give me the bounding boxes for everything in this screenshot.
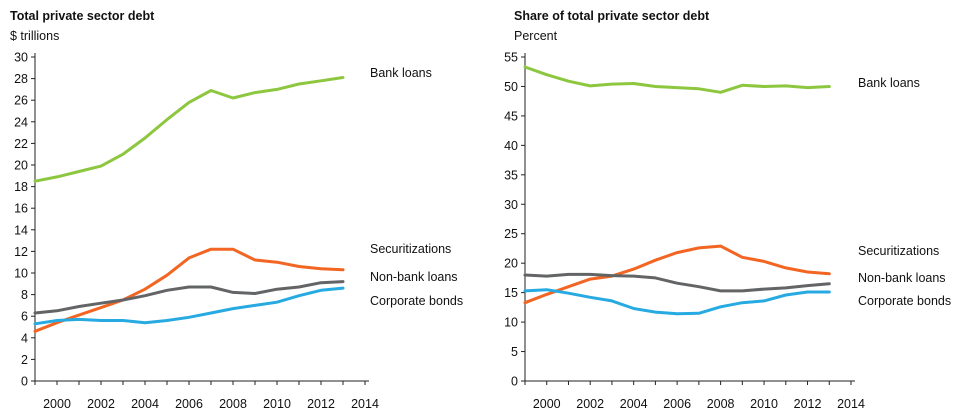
x-tick-label: 2006 [663, 397, 691, 411]
y-tick-label: 2 [21, 353, 28, 367]
x-tick-label: 2000 [533, 397, 561, 411]
x-tick-label: 2006 [175, 397, 203, 411]
y-tick-label: 40 [504, 139, 518, 153]
x-tick-label: 2014 [351, 397, 379, 411]
series-line-securitizations [523, 244, 831, 305]
y-tick-label: 18 [14, 180, 28, 194]
series-line-securitizations [33, 247, 345, 333]
chart-title: Share of total private sector debt [514, 9, 710, 23]
y-tick-label: 20 [14, 159, 28, 173]
series-label: Corporate bonds [370, 294, 463, 308]
x-tick-label: 2014 [837, 397, 865, 411]
y-tick-label: 10 [14, 267, 28, 281]
series-line-bank-loans [523, 65, 831, 94]
y-tick-label: 25 [504, 227, 518, 241]
x-tick-label: 2002 [576, 397, 604, 411]
y-axis-unit-label: $ trillions [10, 29, 60, 43]
series-line-non-bank-loans [33, 280, 345, 315]
series-label: Non-bank loans [370, 270, 458, 284]
y-tick-label: 30 [504, 198, 518, 212]
y-tick-label: 24 [14, 115, 28, 129]
series-label: Securitizations [858, 244, 939, 258]
y-axis-unit-label: Percent [514, 29, 558, 43]
y-tick-label: 15 [504, 286, 518, 300]
y-tick-label: 35 [504, 168, 518, 182]
x-tick-label: 2004 [620, 397, 648, 411]
series-line-bank-loans [33, 76, 345, 183]
series-label: Bank loans [858, 76, 920, 90]
y-tick-label: 0 [511, 375, 518, 389]
x-tick-label: 2010 [263, 397, 291, 411]
x-tick-label: 2012 [794, 397, 822, 411]
x-tick-label: 2000 [43, 397, 71, 411]
y-tick-label: 26 [14, 94, 28, 108]
series-line-non-bank-loans [523, 272, 831, 293]
y-tick-label: 45 [504, 109, 518, 123]
y-tick-label: 16 [14, 202, 28, 216]
right-chart-panel: Share of total private sector debt Perce… [484, 0, 968, 413]
x-tick-label: 2008 [707, 397, 735, 411]
y-tick-label: 10 [504, 316, 518, 330]
y-tick-label: 55 [504, 51, 518, 65]
chart-title: Total private sector debt [10, 9, 155, 23]
x-tick-label: 2012 [307, 397, 335, 411]
left-chart-panel: Total private sector debt $ trillions 0 2… [10, 9, 463, 412]
series-label: Bank loans [370, 66, 432, 80]
x-tick-label: 2002 [87, 397, 115, 411]
series-label: Corporate bonds [858, 294, 951, 308]
y-tick-label: 14 [14, 223, 28, 237]
x-tick-label: 2008 [219, 397, 247, 411]
y-tick-label: 20 [504, 257, 518, 271]
x-tick-label: 2010 [750, 397, 778, 411]
y-tick-label: 6 [21, 310, 28, 324]
y-tick-label: 50 [504, 80, 518, 94]
series-line-corporate-bonds [33, 286, 345, 326]
series-label: Securitizations [370, 242, 451, 256]
y-tick-label: 30 [14, 51, 28, 65]
series-label: Non-bank loans [858, 271, 946, 285]
y-tick-label: 5 [511, 345, 518, 359]
y-tick-label: 4 [21, 331, 28, 345]
y-tick-label: 12 [14, 245, 28, 259]
x-tick-label: 2004 [131, 397, 159, 411]
y-tick-label: 22 [14, 137, 28, 151]
y-tick-label: 28 [14, 72, 28, 86]
right-chart-svg: 0 5 10 15 20 25 30 35 40 45 50 55 2000 2002 2004 2006 20… [504, 51, 951, 412]
y-tick-label: 0 [21, 375, 28, 389]
series-line-corporate-bonds [523, 288, 831, 316]
y-tick-label: 8 [21, 288, 28, 302]
